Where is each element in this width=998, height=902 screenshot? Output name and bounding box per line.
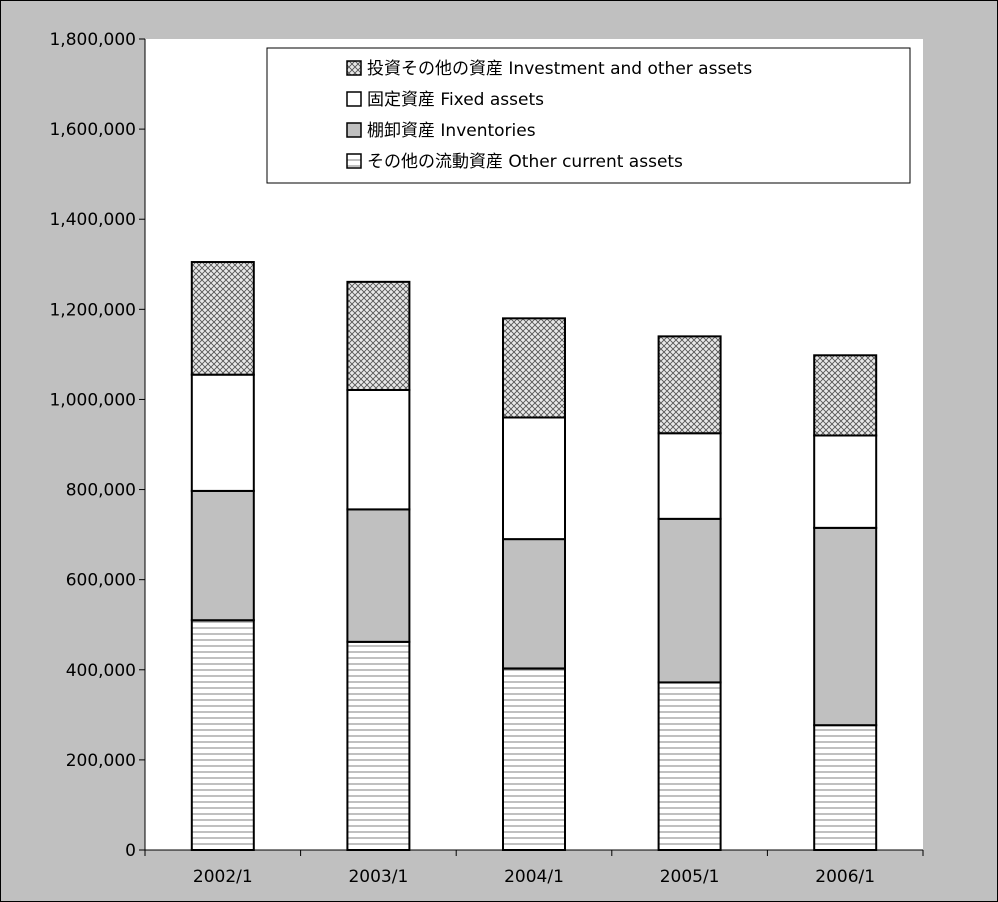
bar-inventories-2: [502, 538, 566, 670]
y-tick-label: 800,000: [66, 481, 136, 501]
y-tick-label: 1,600,000: [49, 120, 136, 140]
legend-swatch-fixed: [346, 91, 362, 107]
x-tick-label: 2005/1: [660, 867, 720, 887]
bar-fixed-4: [813, 434, 878, 529]
bar-inventories-3: [657, 517, 722, 684]
bar-investment-3: [657, 335, 722, 435]
legend-swatch-other_current: [346, 153, 362, 169]
y-tick-label: 1,400,000: [49, 210, 136, 230]
legend-label-other_current: その他の流動資産 Other current assets: [367, 152, 683, 172]
bar-other_current-1: [346, 640, 411, 851]
bar-other_current-4: [813, 724, 878, 851]
bar-fixed-2: [502, 416, 566, 541]
y-tick-label: 600,000: [66, 571, 136, 591]
legend-box: [266, 47, 911, 184]
bar-inventories-4: [813, 526, 878, 727]
bar-investment-1: [346, 280, 411, 391]
bar-fixed-1: [346, 388, 411, 511]
bar-investment-2: [502, 317, 566, 419]
legend-label-fixed: 固定資産 Fixed assets: [367, 90, 544, 110]
x-tick-label: 2003/1: [348, 867, 408, 887]
x-tick-label: 2006/1: [815, 867, 875, 887]
bar-fixed-3: [657, 432, 722, 520]
y-tick-label: 1,800,000: [49, 30, 136, 50]
legend-swatch-investment: [346, 60, 362, 76]
x-tick-label: 2002/1: [193, 867, 253, 887]
y-tick-label: 400,000: [66, 661, 136, 681]
y-tick-label: 0: [125, 841, 136, 861]
legend-label-inventories: 棚卸資産 Inventories: [367, 121, 536, 141]
bar-inventories-1: [346, 508, 411, 643]
y-tick-label: 1,000,000: [49, 390, 136, 410]
bar-other_current-0: [190, 619, 255, 852]
bar-fixed-0: [190, 373, 255, 492]
bar-other_current-2: [502, 667, 566, 851]
y-tick-label: 200,000: [66, 751, 136, 771]
bar-investment-0: [190, 261, 255, 376]
legend-label-investment: 投資その他の資産 Investment and other assets: [367, 59, 752, 79]
bar-investment-4: [813, 354, 878, 437]
y-tick-label: 1,200,000: [49, 300, 136, 320]
bar-inventories-0: [190, 489, 255, 622]
bar-other_current-3: [657, 681, 722, 851]
x-tick-label: 2004/1: [504, 867, 564, 887]
legend-swatch-inventories: [346, 122, 362, 138]
